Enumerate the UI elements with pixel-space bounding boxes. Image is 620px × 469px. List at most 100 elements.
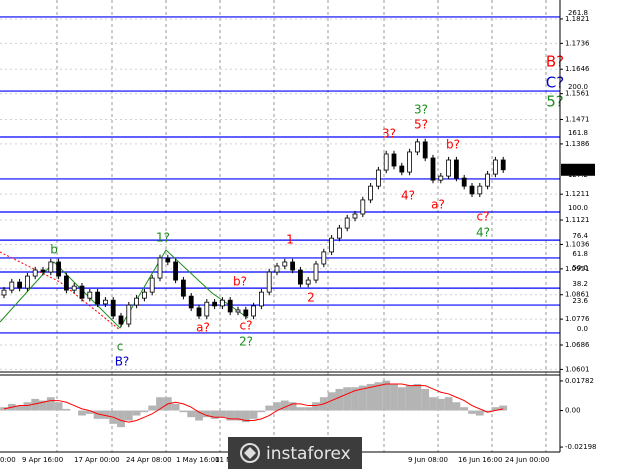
osc-bar [273,402,281,411]
candle-body [321,251,327,265]
wave-label: C? [546,74,564,92]
osc-bar [390,383,398,411]
osc-bar [405,385,414,411]
osc-bar [226,410,235,421]
osc-bar [124,410,133,421]
y-tick-label: 1.0951 [565,265,590,273]
osc-bar [202,410,211,418]
osc-bar [335,388,344,411]
osc-bar [179,410,188,413]
osc-bar [351,387,359,411]
osc-bar [499,405,508,411]
wave-label: 5? [546,93,564,111]
x-tick-label: 11 M [215,456,232,464]
fib-label: 200.0 [568,83,588,91]
candle-body [24,275,30,289]
fib-label: 38.2 [572,280,588,288]
candle-body [461,177,467,187]
fib-label: 161.8 [568,129,588,137]
candle-body [453,159,459,179]
candle-body [414,141,420,153]
fib-label: 50.0 [572,264,588,272]
wave-label: 2 [307,291,315,305]
candle-body [368,185,374,201]
osc-bar [312,402,320,411]
candle-body [266,271,272,293]
candle-body [87,291,93,299]
price-box [561,163,595,176]
candle-body [383,153,389,171]
fib-label: 0.0 [577,325,588,333]
osc-bar [413,383,422,411]
candle-body [477,185,483,195]
osc-bar [343,387,352,411]
candle-body [391,153,397,167]
osc-signal [3,383,504,423]
candle-body [126,304,132,325]
y-tick-label: 1.1036 [565,240,590,248]
wave-label: 5? [414,118,428,132]
osc-bar [148,405,157,411]
y-tick-label: 0.01782 [565,377,594,385]
x-tick-label: 17 Apr 00:00 [74,456,120,464]
osc-bar [421,388,430,411]
candle-body [180,279,186,297]
candle-body [360,199,366,215]
osc-bar [257,410,266,413]
candle-body [79,285,85,299]
candle-body [40,269,46,273]
candle-body [446,159,452,177]
y-tick-label: 1.0601 [565,365,590,373]
wave-label: 4? [476,226,490,240]
osc-bar [93,410,102,419]
x-tick-label: 0:00 [0,456,16,464]
candle-body [165,257,171,263]
osc-bar [218,410,227,418]
osc-bar [39,400,47,411]
candle-body [336,227,342,239]
candle-body [258,291,264,307]
osc-bar [78,410,86,416]
x-tick-label: 24 Apr 08:00 [126,456,172,464]
watermark-text: instaforex [266,444,351,464]
candle-body [118,315,124,325]
candle-body [173,261,179,281]
y-tick-label: 1.0861 [565,291,590,299]
osc-bar [132,410,141,416]
wave-label: 2? [239,335,253,349]
wave-label: 1? [156,231,170,245]
fib-label: 23.6 [572,297,588,305]
osc-bar [366,383,375,411]
candle-body [103,299,108,305]
candle-body [407,151,413,173]
osc-bar [15,405,24,411]
osc-bar [483,410,492,413]
candle-body [282,261,288,267]
osc-bar [460,407,469,411]
candle-body [313,263,319,281]
osc-bar [444,397,453,411]
osc-bar [358,385,367,411]
candle-body [157,257,163,279]
osc-bar [374,382,383,411]
candle-body [297,269,303,285]
candle-body [438,175,444,181]
osc-bar [382,380,391,411]
candle-body [48,261,54,273]
wave-label: 3? [414,103,428,117]
candle-body [344,217,350,229]
y-tick-label: -0.02198 [565,443,596,451]
wave-label: b? [446,138,460,152]
candle-body [17,281,23,289]
fib-label: 261.8 [568,9,588,17]
candle-body [56,261,61,277]
wave-label: 3? [382,127,396,141]
osc-bar [280,400,289,411]
x-tick-label: 16 Jun 16:00 [458,456,502,464]
candle-body [134,297,140,306]
osc-bar [210,410,219,419]
osc-bar [31,398,40,411]
candle-body [485,173,491,187]
candle-body [9,281,15,291]
